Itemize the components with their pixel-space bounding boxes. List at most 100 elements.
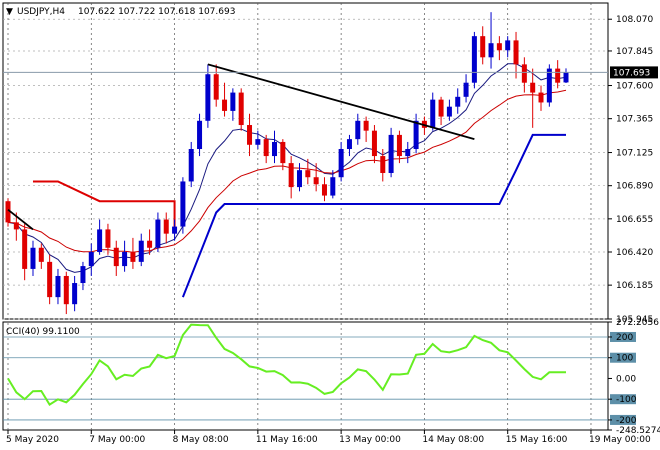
candle-body bbox=[13, 222, 19, 230]
price-tick-label: 106.655 bbox=[616, 215, 653, 225]
candle-body bbox=[180, 181, 186, 227]
candle-body bbox=[563, 72, 569, 83]
cci-tick-label: -248.5274 bbox=[616, 426, 660, 436]
time-tick-label: 11 May 16:00 bbox=[256, 435, 318, 445]
candle-body bbox=[338, 149, 344, 178]
candle-body bbox=[63, 275, 69, 305]
candle-body bbox=[321, 184, 327, 196]
candle-body bbox=[380, 156, 386, 173]
candle-body bbox=[305, 170, 311, 178]
candle-body bbox=[346, 139, 352, 150]
price-tick-label: 106.890 bbox=[616, 182, 653, 192]
candles bbox=[5, 12, 569, 315]
price-tick-label: 106.185 bbox=[616, 281, 653, 291]
cci-tick-label: -200 bbox=[616, 416, 637, 426]
candle-body bbox=[163, 219, 169, 234]
cci-tick-label: 0.00 bbox=[616, 374, 636, 384]
time-tick-label: 15 May 16:00 bbox=[506, 435, 568, 445]
candle-body bbox=[5, 201, 11, 223]
candle-body bbox=[488, 43, 494, 58]
candle-body bbox=[455, 96, 461, 107]
stop-lines bbox=[32, 133, 566, 298]
candle-body bbox=[22, 229, 28, 269]
candle-body bbox=[521, 64, 527, 83]
price-tick-label: 107.845 bbox=[616, 47, 653, 57]
candle-body bbox=[130, 251, 136, 262]
candle-body bbox=[313, 177, 319, 185]
candle-body bbox=[288, 163, 294, 188]
price-tick-label: 107.600 bbox=[616, 82, 653, 92]
grid-lines bbox=[3, 3, 608, 430]
candle-body bbox=[330, 177, 336, 196]
ma-fast-line bbox=[7, 63, 567, 273]
cci-level-tag bbox=[610, 331, 636, 342]
candle-body bbox=[280, 141, 286, 164]
price-tick-label: 108.070 bbox=[616, 15, 653, 25]
candle-body bbox=[530, 82, 536, 93]
candle-body bbox=[471, 36, 477, 83]
dropdown-arrow-icon[interactable]: ▼ bbox=[6, 7, 13, 17]
candle-body bbox=[555, 68, 561, 83]
candle-body bbox=[30, 247, 36, 269]
candle-body bbox=[205, 74, 211, 121]
cci-level-tag bbox=[610, 394, 636, 405]
candle-body bbox=[255, 139, 261, 145]
time-axis: 5 May 2020 7 May 00:00 8 May 08:00 11 May 1… bbox=[6, 430, 651, 445]
candle-body bbox=[446, 106, 452, 117]
price-tick-label: 107.125 bbox=[616, 149, 653, 159]
candle-body bbox=[122, 251, 128, 267]
cci-tick-label: 100 bbox=[616, 354, 633, 364]
candle-body bbox=[496, 43, 502, 51]
candle-body bbox=[72, 283, 78, 305]
candle-body bbox=[113, 247, 119, 267]
cci-tick-label: 272.2056 bbox=[616, 318, 659, 328]
trendline-segment bbox=[207, 63, 475, 141]
chart-symbol: USDJPY,H4 bbox=[17, 7, 65, 17]
time-tick-label: 8 May 08:00 bbox=[173, 435, 229, 445]
candle-body bbox=[38, 247, 44, 262]
time-tick-label: 19 May 00:00 bbox=[589, 435, 651, 445]
current-price-label: 107.693 bbox=[613, 68, 650, 78]
cci-label: CCI(40) 99.1100 bbox=[6, 327, 80, 337]
cci-level-tag bbox=[610, 414, 636, 425]
cci-level-lines bbox=[3, 331, 636, 425]
cci-pane bbox=[2, 321, 609, 431]
price-tick-label: 107.365 bbox=[616, 115, 653, 125]
lower-stop-line bbox=[181, 133, 566, 298]
candle-body bbox=[396, 134, 402, 157]
candle-body bbox=[430, 99, 436, 128]
cci-series-line bbox=[7, 323, 567, 406]
candle-body bbox=[172, 226, 178, 234]
cci-axis: 272.2056 200 100 0.00 -100 -200-248.5274 bbox=[608, 318, 660, 436]
candle-body bbox=[513, 40, 519, 65]
candle-body bbox=[480, 36, 486, 58]
candle-body bbox=[47, 261, 53, 298]
candle-body bbox=[88, 251, 94, 267]
candle-body bbox=[230, 92, 236, 111]
cci-line bbox=[7, 323, 567, 406]
candle-body bbox=[546, 68, 552, 103]
trendline bbox=[7, 63, 475, 231]
price-axis: 108.070 107.845 107.600 107.365 107.125 106.8… bbox=[608, 15, 653, 325]
candle-body bbox=[80, 266, 86, 284]
candle-body bbox=[188, 149, 194, 182]
candle-body bbox=[296, 170, 302, 188]
candle-body bbox=[405, 149, 411, 157]
candle-body bbox=[463, 82, 469, 97]
candle-body bbox=[105, 229, 111, 248]
candle-body bbox=[197, 120, 203, 150]
candle-body bbox=[247, 125, 253, 145]
candle-body bbox=[97, 229, 103, 252]
time-tick-label: 5 May 2020 bbox=[6, 435, 59, 445]
upper-stop-line bbox=[32, 180, 176, 234]
candle-body bbox=[155, 219, 161, 248]
current-price-tag bbox=[610, 66, 658, 79]
candle-body bbox=[505, 40, 511, 51]
time-tick-label: 7 May 00:00 bbox=[89, 435, 145, 445]
trendline-segment bbox=[7, 208, 34, 231]
candle-body bbox=[213, 74, 219, 100]
candle-body bbox=[413, 120, 419, 150]
price-tick-label: 106.420 bbox=[616, 248, 653, 258]
candle-body bbox=[222, 99, 228, 111]
